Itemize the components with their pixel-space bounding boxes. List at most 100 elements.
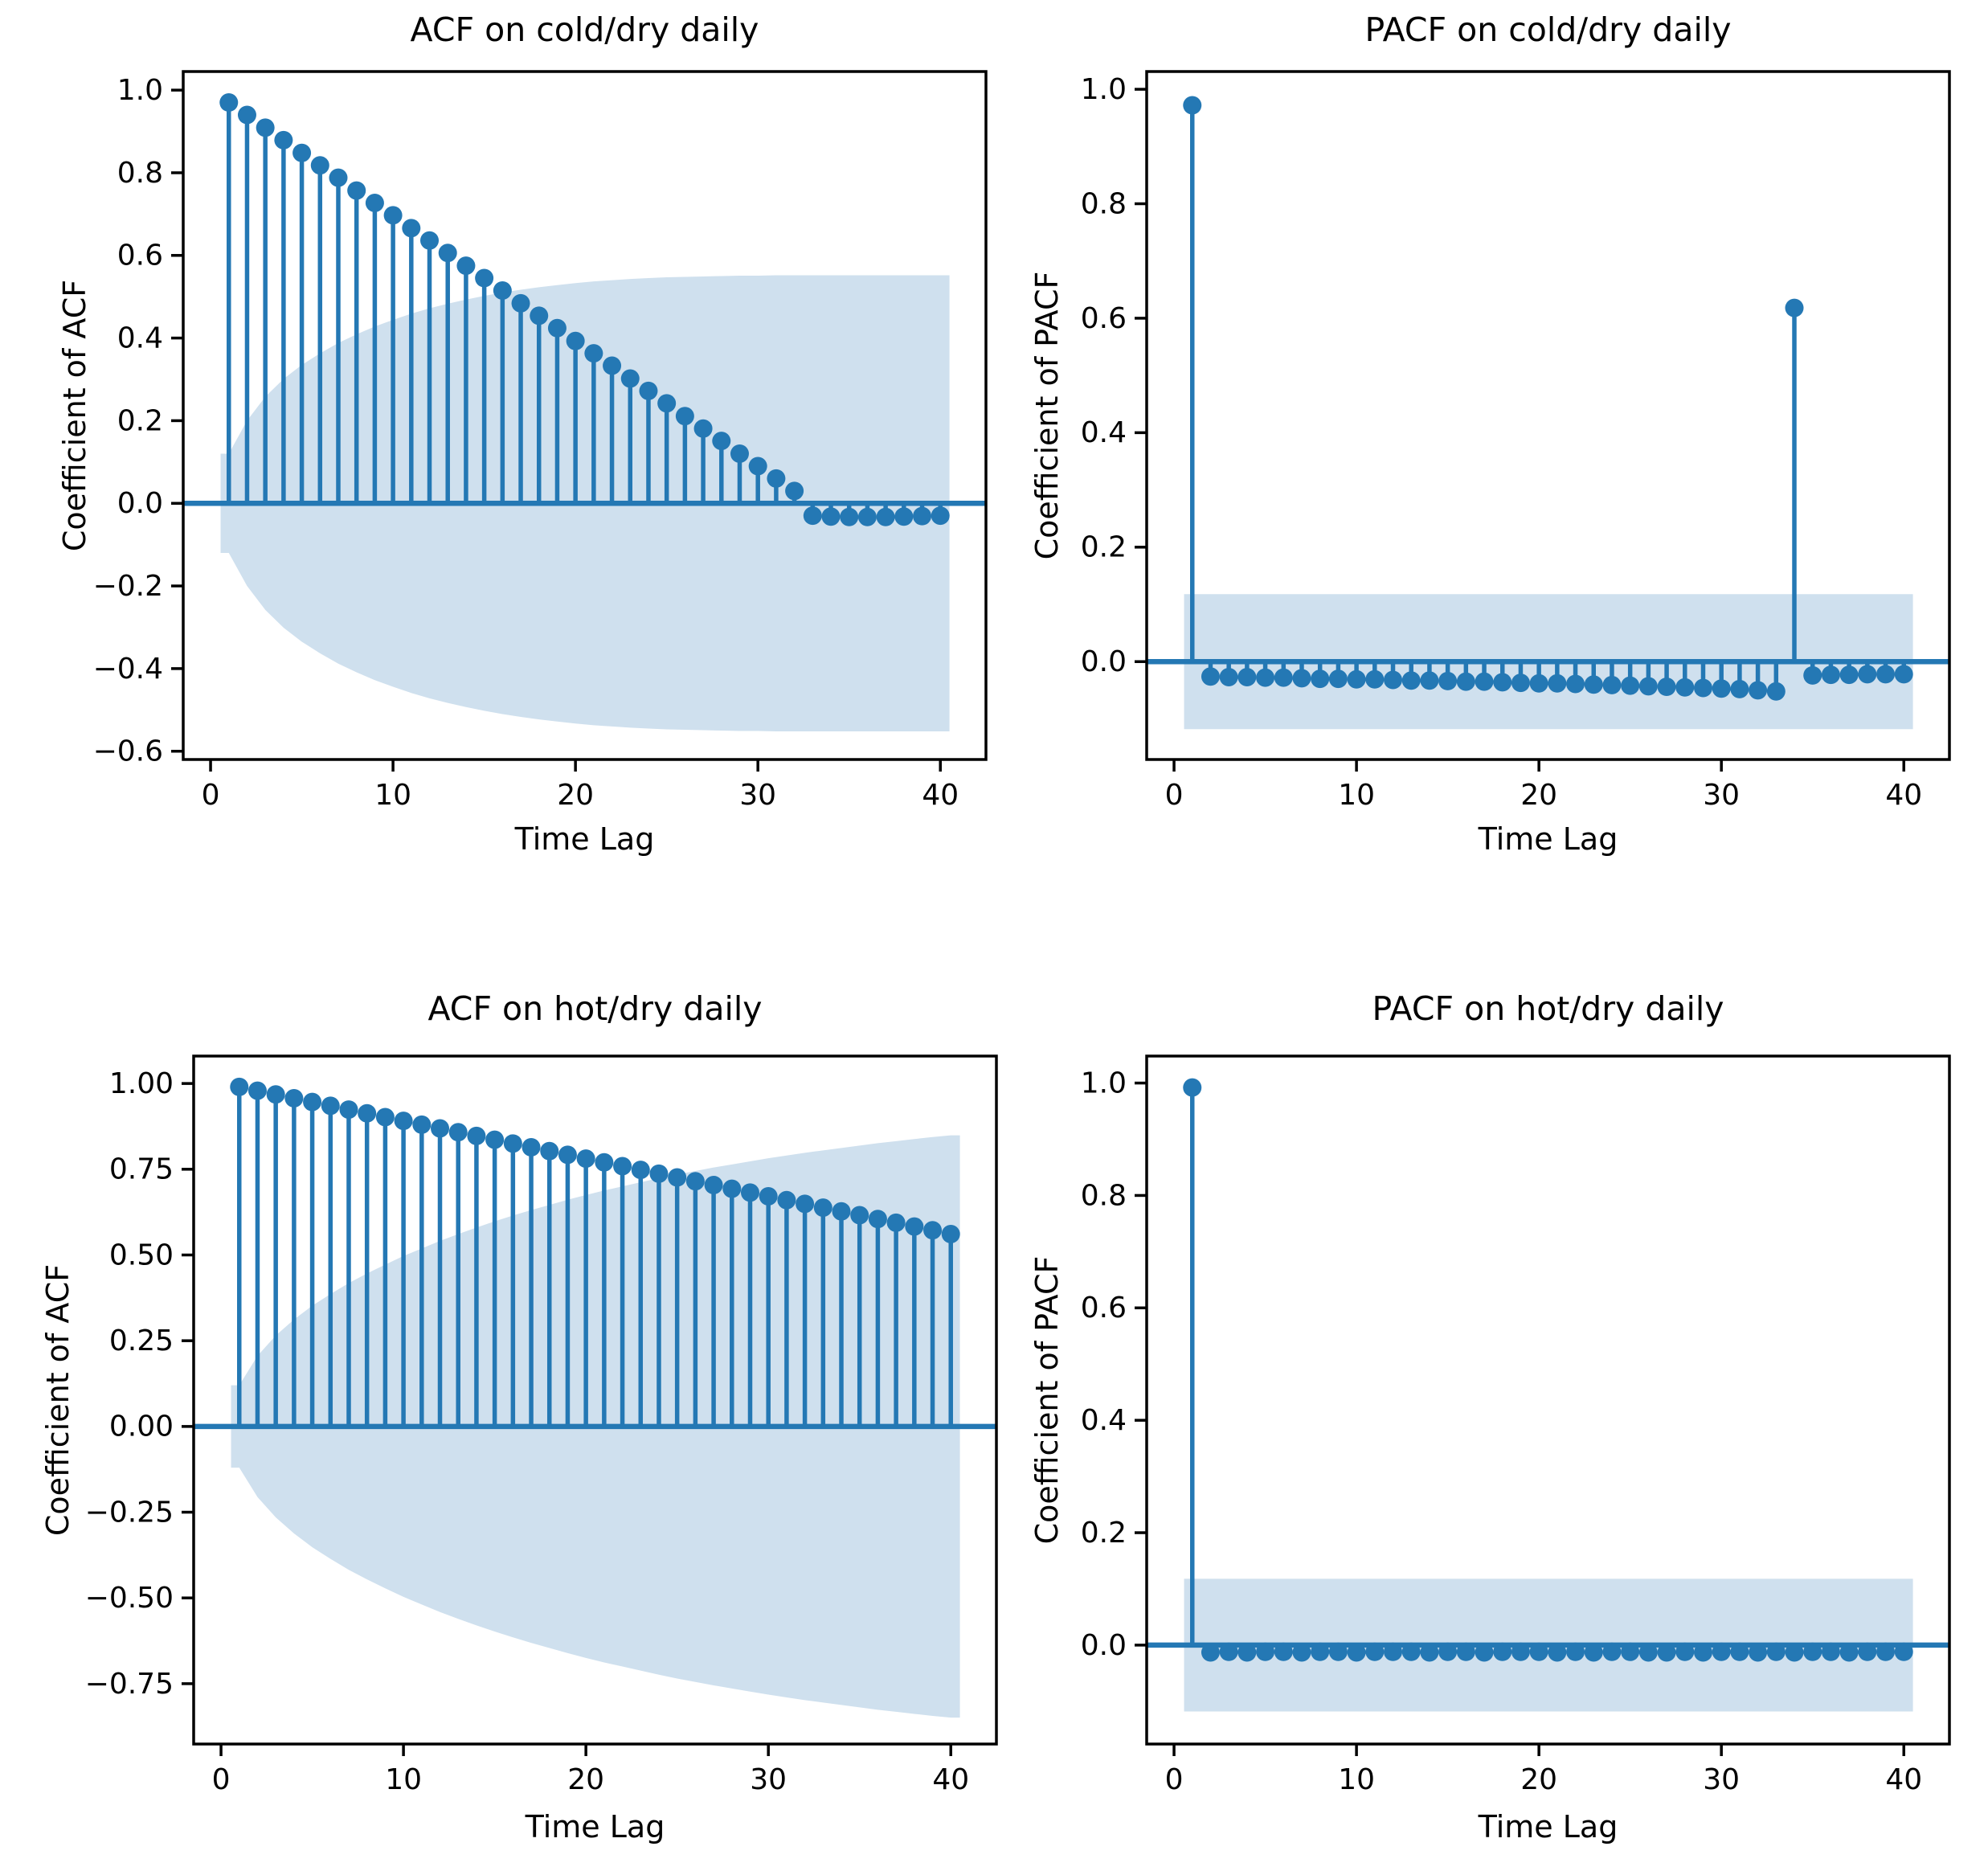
stem-marker — [230, 1077, 249, 1096]
stem-marker — [1548, 1643, 1567, 1662]
stem-marker — [857, 507, 877, 526]
stem-marker — [493, 280, 512, 300]
stem-marker — [375, 1108, 395, 1127]
stem-marker — [1219, 667, 1238, 686]
stem-marker — [1456, 1642, 1475, 1661]
stem-marker — [1712, 1642, 1731, 1661]
yaxis-label-pacf-hot-dry: Coefficient of PACF — [1029, 1255, 1065, 1545]
stem-marker — [485, 1130, 505, 1149]
stem-marker — [1420, 671, 1439, 690]
stem-marker — [1638, 677, 1658, 696]
y-tick-label: 0.4 — [1081, 1404, 1127, 1437]
stem-marker — [1712, 679, 1731, 698]
x-tick-label: 0 — [212, 1763, 231, 1796]
stem-marker — [511, 293, 530, 313]
stem-marker — [876, 507, 895, 526]
x-tick-label: 40 — [932, 1763, 969, 1796]
stem-marker — [1511, 674, 1530, 693]
y-tick-label: −0.2 — [93, 570, 163, 603]
x-tick-label: 10 — [374, 779, 411, 812]
stem-marker — [1566, 674, 1585, 694]
stem-marker — [1237, 667, 1257, 686]
stem-marker — [402, 219, 421, 238]
stem-marker — [1749, 1643, 1768, 1662]
stem-marker — [759, 1187, 778, 1206]
stem-marker — [266, 1085, 285, 1104]
stem-marker — [1493, 1642, 1512, 1661]
stem-marker — [1401, 671, 1421, 690]
stem-marker — [685, 1172, 705, 1191]
stem-marker — [595, 1153, 614, 1172]
stem-marker — [1328, 669, 1348, 689]
y-tick-label: 1.0 — [1081, 73, 1127, 106]
x-tick-label: 20 — [557, 779, 594, 812]
x-axis-ticks: 0 10 20 30 40 — [202, 759, 959, 812]
x-axis-ticks: 0 10 20 30 40 — [1165, 759, 1922, 812]
x-tick-label: 30 — [1703, 1763, 1740, 1796]
stem-marker — [1529, 1642, 1548, 1661]
stem-marker — [1821, 1642, 1840, 1661]
y-tick-label: 0.8 — [1081, 1179, 1127, 1212]
x-tick-label: 20 — [1520, 1763, 1557, 1796]
stem-marker — [256, 118, 275, 137]
x-tick-label: 30 — [750, 1763, 787, 1796]
stem-marker — [1201, 1643, 1220, 1662]
x-tick-label: 10 — [385, 1763, 422, 1796]
y-tick-label: 0.0 — [117, 487, 163, 520]
stem-marker — [1894, 665, 1913, 684]
stem-marker — [1693, 678, 1712, 698]
stem-marker — [1839, 665, 1859, 685]
stem-marker — [1584, 1643, 1603, 1662]
stem-marker — [1292, 1643, 1311, 1662]
stem-lines — [237, 1087, 953, 1427]
stem-marker — [1420, 1643, 1439, 1662]
stem-marker — [456, 256, 476, 276]
stem-marker — [631, 1161, 650, 1180]
chart-title-acf-hot-dry: ACF on hot/dry daily — [427, 989, 763, 1028]
x-tick-label: 40 — [1885, 1763, 1922, 1796]
stem-marker — [1657, 1643, 1676, 1662]
stem-marker — [530, 306, 549, 325]
x-tick-label: 30 — [1703, 779, 1740, 812]
stem-marker — [1858, 665, 1877, 684]
stem-marker — [1529, 674, 1548, 693]
stem-marker — [668, 1168, 687, 1187]
stem-marker — [913, 506, 932, 526]
stem-marker — [905, 1217, 924, 1236]
y-tick-label: −0.4 — [93, 653, 163, 686]
stem-marker — [1311, 1642, 1330, 1661]
stem-marker — [383, 206, 403, 225]
stem-marker — [1401, 1642, 1421, 1661]
y-tick-label: 0.75 — [109, 1153, 174, 1186]
stem-marker — [1730, 679, 1749, 698]
y-tick-label: 0.4 — [117, 321, 163, 354]
chart-acf-hot-dry: 1.00 0.75 0.50 0.25 0.00 −0.25 −0.50 −0.75 0 10 20… — [85, 1054, 998, 1796]
stem-marker — [1584, 675, 1603, 694]
stem-marker — [1438, 1642, 1458, 1661]
x-tick-label: 0 — [202, 779, 220, 812]
y-tick-label: 1.00 — [109, 1067, 174, 1100]
stem-marker — [303, 1092, 322, 1112]
y-tick-label: 0.00 — [109, 1410, 174, 1443]
stem-marker — [247, 1081, 267, 1100]
stem-marker — [840, 507, 859, 526]
stem-marker — [365, 193, 384, 212]
stem-marker — [219, 93, 239, 113]
stem-marker — [1219, 1642, 1238, 1661]
stem-marker — [657, 394, 677, 413]
y-tick-label: 0.8 — [1081, 187, 1127, 220]
stem-marker — [1730, 1642, 1749, 1661]
stem-marker — [1894, 1642, 1913, 1661]
y-tick-label: 0.0 — [1081, 1629, 1127, 1662]
stem-marker — [1858, 1642, 1877, 1661]
stem-marker — [1256, 668, 1275, 687]
stem-marker — [503, 1134, 522, 1153]
x-tick-label: 0 — [1165, 1763, 1184, 1796]
stem-marker — [584, 344, 603, 363]
stem-marker — [712, 432, 731, 451]
x-axis-ticks: 0 10 20 30 40 — [1165, 1744, 1922, 1796]
stem-marker — [1274, 1642, 1293, 1661]
x-tick-label: 10 — [1338, 1763, 1375, 1796]
stem-marker — [448, 1123, 468, 1142]
